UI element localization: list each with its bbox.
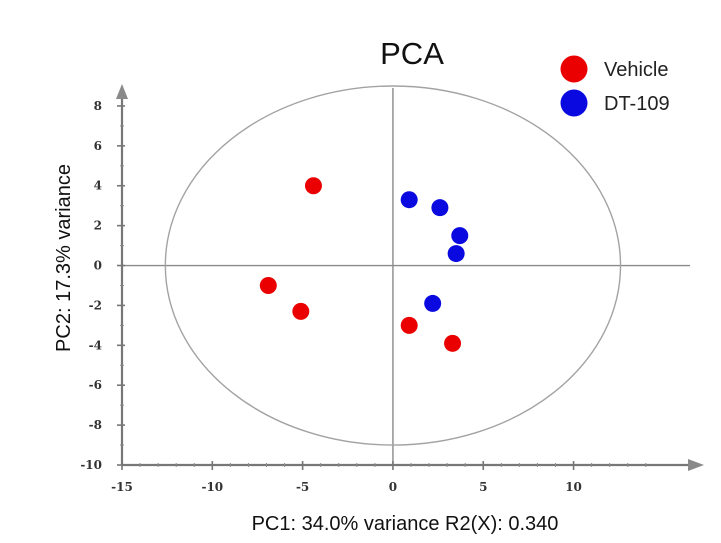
- x-tick-label: -15: [111, 480, 133, 494]
- ellipse-layer: [164, 85, 622, 446]
- vehicle-legend-marker: [560, 55, 588, 83]
- dt-109-point-5: [424, 294, 442, 312]
- y-tick-label: -4: [89, 338, 102, 352]
- x-axis-label: PC1: 34.0% variance R2(X): 0.340: [252, 513, 559, 535]
- x-tick-label: -5: [296, 480, 309, 494]
- y-tick-label: 0: [94, 259, 102, 273]
- bottom-axis-arrow-icon: [688, 459, 704, 471]
- left-axis-arrow-icon: [116, 84, 128, 99]
- text-layer: 8 6 4 2 0 -2 -4 -6 -8 -10 -15 -10 -5 0 5 10 PCA PC1: 34.0…: [53, 36, 582, 535]
- y-tick-label: 4: [94, 179, 102, 193]
- y-tick-label: -10: [80, 458, 102, 472]
- x-tick-label: 0: [389, 480, 397, 494]
- x-tick-label: 10: [565, 480, 582, 494]
- x-tick-label: 5: [479, 480, 487, 494]
- dt-109-point-1: [400, 191, 418, 209]
- y-tick-label: -2: [89, 298, 102, 312]
- dt-109-legend-marker: [560, 89, 588, 117]
- dt-109-point-2: [431, 199, 449, 217]
- legend-layer: Vehicle DT-109: [560, 55, 670, 117]
- chart-title: PCA: [380, 36, 444, 71]
- x-tick-label: -10: [201, 480, 223, 494]
- points-layer: [259, 177, 469, 352]
- vehicle-point-2: [259, 276, 277, 294]
- vehicle-point-4: [400, 316, 418, 334]
- vehicle-point-3: [292, 302, 310, 320]
- vehicle-point-1: [304, 177, 322, 195]
- axis-layer: [116, 84, 704, 471]
- y-axis-label: PC2: 17.3% variance: [53, 164, 75, 352]
- vehicle-point-5: [444, 334, 462, 352]
- dt-109-legend-label: DT-109: [604, 93, 670, 115]
- vehicle-legend-label: Vehicle: [604, 59, 669, 81]
- y-tick-label: 8: [94, 99, 102, 113]
- y-tick-label: 2: [94, 219, 102, 233]
- confidence-ellipse: [164, 85, 622, 446]
- dt-109-point-3: [451, 227, 469, 245]
- y-tick-label: 6: [94, 139, 102, 153]
- y-tick-label: -8: [89, 418, 102, 432]
- y-tick-label: -6: [89, 378, 102, 392]
- dt-109-point-4: [447, 245, 465, 263]
